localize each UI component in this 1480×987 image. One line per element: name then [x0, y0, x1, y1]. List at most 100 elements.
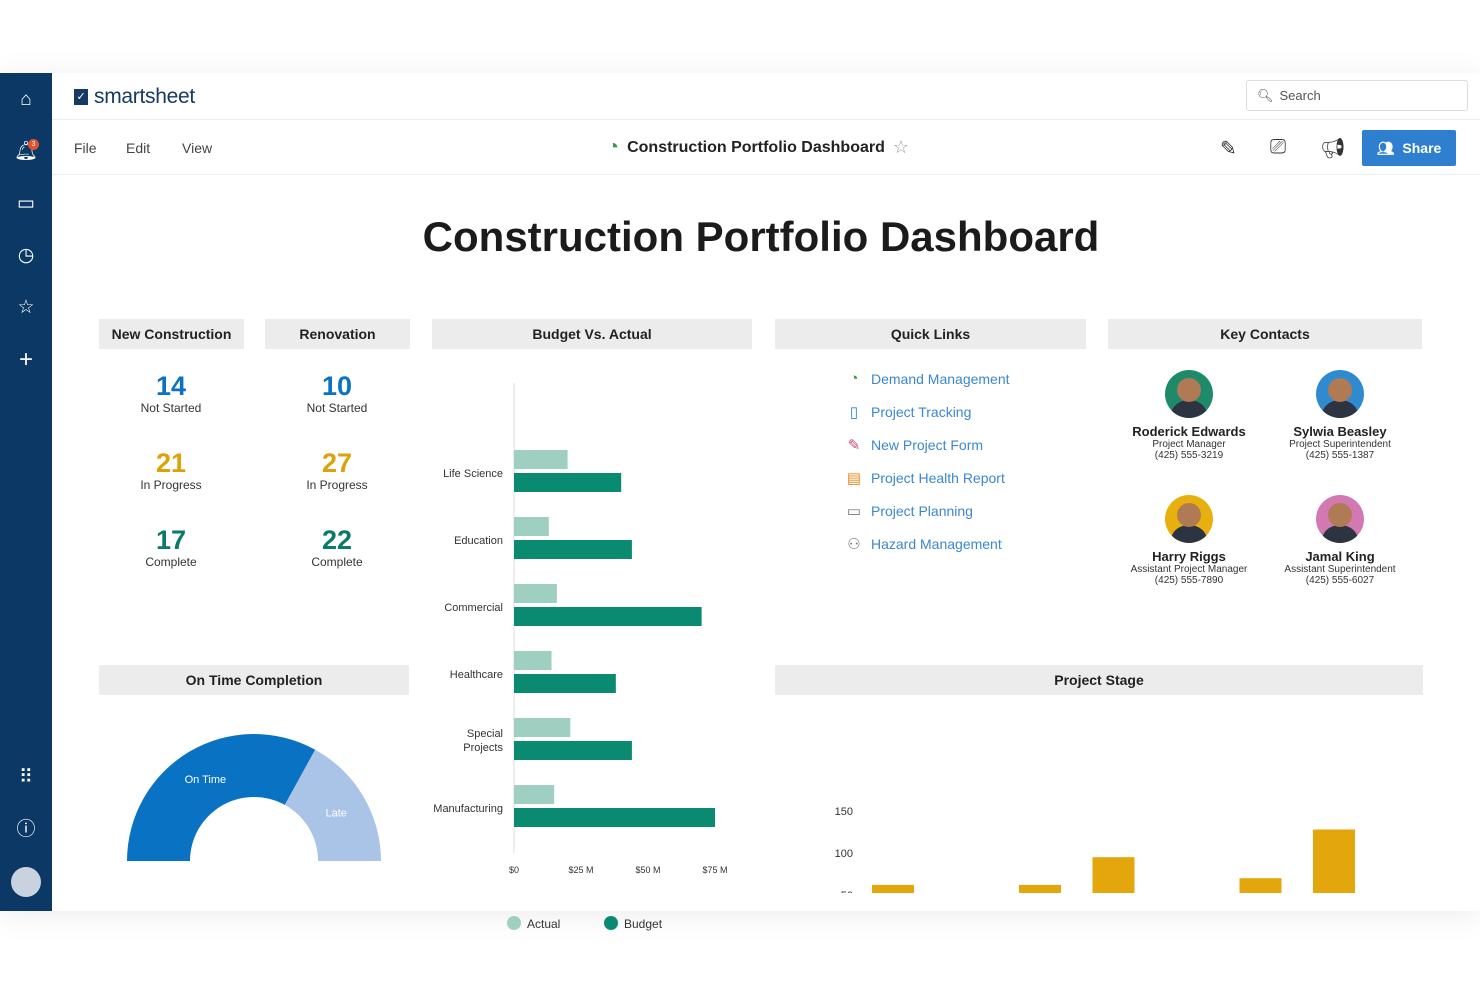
folder-icon: ▭ — [846, 503, 862, 520]
menu-view[interactable]: View — [182, 140, 213, 156]
stage-bar — [872, 884, 914, 893]
logo-mark-icon: ✓ — [74, 89, 88, 105]
contact-name: Harry Riggs — [1152, 549, 1226, 564]
sidebar: ⌂ 🔔︎ 3 ▭ ◷ ☆ + ⠿ ⓘ — [0, 73, 52, 911]
metric-label: Complete — [145, 555, 197, 569]
contact-phone: (425) 555-7890 — [1154, 575, 1224, 586]
slice-label: On Time — [185, 774, 227, 786]
favorite-star-icon[interactable]: ☆ — [892, 137, 910, 157]
bar-actual — [514, 450, 568, 469]
metric-label: In Progress — [140, 478, 202, 492]
dashboard-icon: ◔ — [607, 136, 620, 158]
stage-bar — [1019, 884, 1061, 893]
form-icon: ✎ — [847, 437, 861, 454]
star-icon[interactable]: ☆ — [17, 297, 35, 318]
contact-card: Roderick Edwards Project Manager (425) 555… — [1109, 370, 1269, 461]
help-icon[interactable]: ⓘ — [16, 819, 36, 840]
x-tick-label: $50 M — [635, 865, 660, 875]
bar-actual — [514, 584, 557, 603]
legend-label: Actual — [527, 917, 560, 931]
metric-value: 22 — [321, 525, 353, 555]
bar-budget — [514, 540, 632, 559]
search-icon: 🔍︎ — [1257, 88, 1274, 103]
bar-actual — [514, 785, 555, 804]
menu-edit[interactable]: Edit — [126, 140, 151, 156]
slice-on-time — [127, 734, 316, 861]
category-label: Projects — [463, 742, 503, 754]
contact-avatar — [1316, 370, 1364, 418]
x-tick-label: $25 M — [568, 865, 593, 875]
sheet-icon: ▯ — [849, 404, 859, 421]
metric-value: 27 — [321, 448, 353, 478]
y-tick-label: 50 — [841, 890, 853, 893]
search-placeholder: Search — [1279, 88, 1321, 103]
edit-pencil-icon[interactable]: ✎ — [1220, 138, 1237, 160]
bell-icon[interactable]: 🔔︎ 3 — [13, 139, 39, 162]
top-bar: ✓ smartsheet 🔍︎ Search — [52, 73, 1480, 120]
menu-bar: File Edit View ◔ Construction Portfolio … — [52, 120, 1480, 175]
legend-swatch — [507, 916, 521, 930]
y-tick-label: 150 — [835, 806, 853, 818]
category-label: Life Science — [443, 468, 503, 480]
contact-avatar — [1316, 495, 1364, 543]
announce-megaphone-icon[interactable]: 📢︎ — [1320, 138, 1346, 160]
contact-name: Roderick Edwards — [1132, 424, 1246, 439]
key-contacts-header: Key Contacts — [1108, 319, 1422, 349]
on-time-completion-chart: On Time Late — [127, 734, 381, 861]
logo-text: smartsheet — [94, 85, 195, 108]
quick-link-label: Project Tracking — [871, 404, 972, 420]
document-title-text: Construction Portfolio Dashboard — [627, 138, 885, 156]
on-time-header: On Time Completion — [99, 665, 409, 695]
plus-icon[interactable]: + — [18, 346, 33, 373]
legend-label: Budget — [624, 917, 663, 931]
quick-link-label: Hazard Management — [871, 536, 1002, 552]
users-icon: 👥︎ — [1376, 139, 1395, 156]
document-title: ◔ Construction Portfolio Dashboard ☆ — [607, 136, 909, 159]
x-tick-label: $75 M — [702, 865, 727, 875]
bar-budget — [514, 674, 616, 693]
new-construction-header: New Construction — [99, 319, 244, 349]
category-label: Manufacturing — [433, 803, 503, 815]
bar-budget — [514, 473, 622, 492]
user-avatar[interactable] — [11, 867, 41, 897]
quick-links-header: Quick Links — [775, 319, 1086, 349]
bar-actual — [514, 517, 549, 536]
renovation-header: Renovation — [265, 319, 410, 349]
slice-label: Late — [325, 807, 346, 819]
menu-file[interactable]: File — [74, 140, 97, 156]
contact-name: Sylwia Beasley — [1293, 424, 1387, 439]
quick-link[interactable]: ⚇ Hazard Management — [845, 535, 1002, 553]
page-title: Construction Portfolio Dashboard — [422, 213, 1100, 260]
contact-card: Harry Riggs Assistant Project Manager (425… — [1109, 495, 1269, 586]
dashboard-icon: ◔ — [849, 370, 859, 387]
metric-renovation-1: 27 In Progress — [277, 448, 397, 492]
contact-phone: (425) 555-6027 — [1305, 575, 1375, 586]
smartsheet-logo[interactable]: ✓ smartsheet — [74, 85, 195, 109]
folder-icon[interactable]: ▭ — [17, 193, 35, 214]
quick-link[interactable]: ▭ Project Planning — [845, 502, 973, 520]
quick-link-label: New Project Form — [871, 437, 984, 453]
contact-phone: (425) 555-3219 — [1154, 450, 1224, 461]
metric-label: Not Started — [140, 401, 202, 415]
quick-link[interactable]: ▤ Project Health Report — [845, 469, 1005, 487]
share-label: Share — [1402, 140, 1442, 156]
share-button[interactable]: 👥︎ Share — [1362, 130, 1456, 166]
x-tick-label: $0 — [509, 865, 519, 875]
clock-icon[interactable]: ◷ — [17, 245, 35, 266]
bar-budget — [514, 808, 715, 827]
metric-value: 17 — [155, 525, 187, 555]
y-tick-label: 100 — [835, 848, 853, 860]
apps-grid-icon[interactable]: ⠿ — [19, 767, 33, 788]
slice-late — [284, 749, 381, 861]
budget-chart-header: Budget Vs. Actual — [432, 319, 752, 349]
present-icon[interactable]: ⎚ — [1270, 136, 1286, 158]
contact-name: Jamal King — [1305, 549, 1375, 564]
quick-link[interactable]: ✎ New Project Form — [845, 436, 983, 454]
quick-link[interactable]: ◔ Demand Management — [845, 370, 1009, 387]
quick-link[interactable]: ▯ Project Tracking — [845, 403, 972, 421]
search-input[interactable]: 🔍︎ Search — [1246, 80, 1468, 111]
home-icon[interactable]: ⌂ — [20, 89, 32, 110]
contact-card: Sylwia Beasley Project Superintendent (425… — [1260, 370, 1420, 461]
app-window: ⌂ 🔔︎ 3 ▭ ◷ ☆ + ⠿ ⓘ ✓ smartsheet 🔍︎ Search F… — [0, 73, 1480, 931]
metric-value: 21 — [155, 448, 187, 478]
